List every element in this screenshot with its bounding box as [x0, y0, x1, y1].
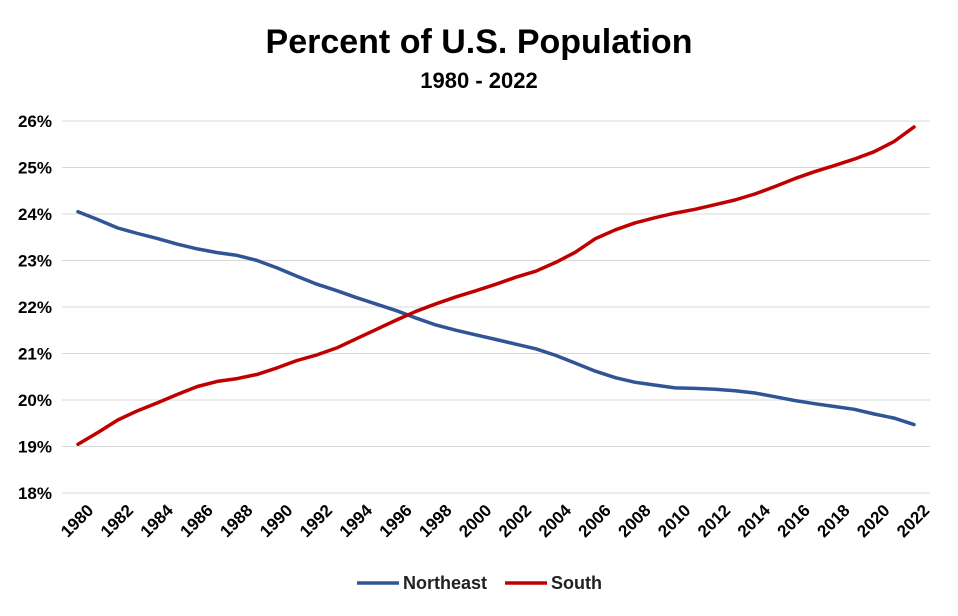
legend-label-south: South [551, 573, 602, 593]
x-tick-label: 2008 [614, 501, 654, 541]
x-tick-label: 1996 [376, 501, 416, 541]
y-axis-ticks: 18% 19% 20% 21% 22% 23% 24% 25% 26% [18, 112, 52, 503]
x-tick-label: 1982 [97, 501, 137, 541]
series-lines [76, 125, 916, 446]
x-axis-ticks: 1980 1982 1984 1986 1988 1990 1992 1994 1996 1998… [57, 500, 933, 541]
x-tick-label: 1994 [336, 500, 377, 541]
series-line-south [76, 125, 916, 446]
x-tick-label: 2000 [455, 501, 495, 541]
x-tick-label: 2004 [535, 500, 576, 541]
x-tick-label: 2014 [734, 500, 775, 541]
chart-subtitle: 1980 - 2022 [420, 68, 537, 93]
x-tick-label: 1986 [177, 501, 217, 541]
y-tick-label: 22% [18, 298, 52, 317]
chart-title: Percent of U.S. Population [266, 23, 693, 61]
gridlines [62, 120, 930, 494]
x-tick-label: 2010 [654, 501, 694, 541]
x-tick-label: 1984 [137, 500, 178, 541]
y-tick-label: 21% [18, 345, 52, 364]
x-tick-label: 2006 [575, 501, 615, 541]
x-tick-label: 1998 [415, 501, 455, 541]
x-tick-label: 2022 [893, 501, 933, 541]
series-line-northeast [76, 209, 916, 427]
legend: Northeast South [357, 573, 602, 593]
x-tick-label: 1990 [256, 501, 296, 541]
x-tick-label: 2018 [814, 501, 854, 541]
x-tick-label: 2012 [694, 501, 734, 541]
y-tick-label: 19% [18, 438, 52, 457]
y-tick-label: 24% [18, 205, 52, 224]
x-tick-label: 1992 [296, 501, 336, 541]
y-tick-label: 18% [18, 484, 52, 503]
x-tick-label: 1988 [216, 501, 256, 541]
y-tick-label: 25% [18, 159, 52, 178]
x-tick-label: 2002 [495, 501, 535, 541]
y-tick-label: 20% [18, 391, 52, 410]
x-tick-label: 1980 [57, 501, 97, 541]
legend-label-northeast: Northeast [403, 573, 487, 593]
y-tick-label: 26% [18, 112, 52, 131]
x-tick-label: 2020 [853, 501, 893, 541]
y-tick-label: 23% [18, 252, 52, 271]
x-tick-label: 2016 [774, 501, 814, 541]
